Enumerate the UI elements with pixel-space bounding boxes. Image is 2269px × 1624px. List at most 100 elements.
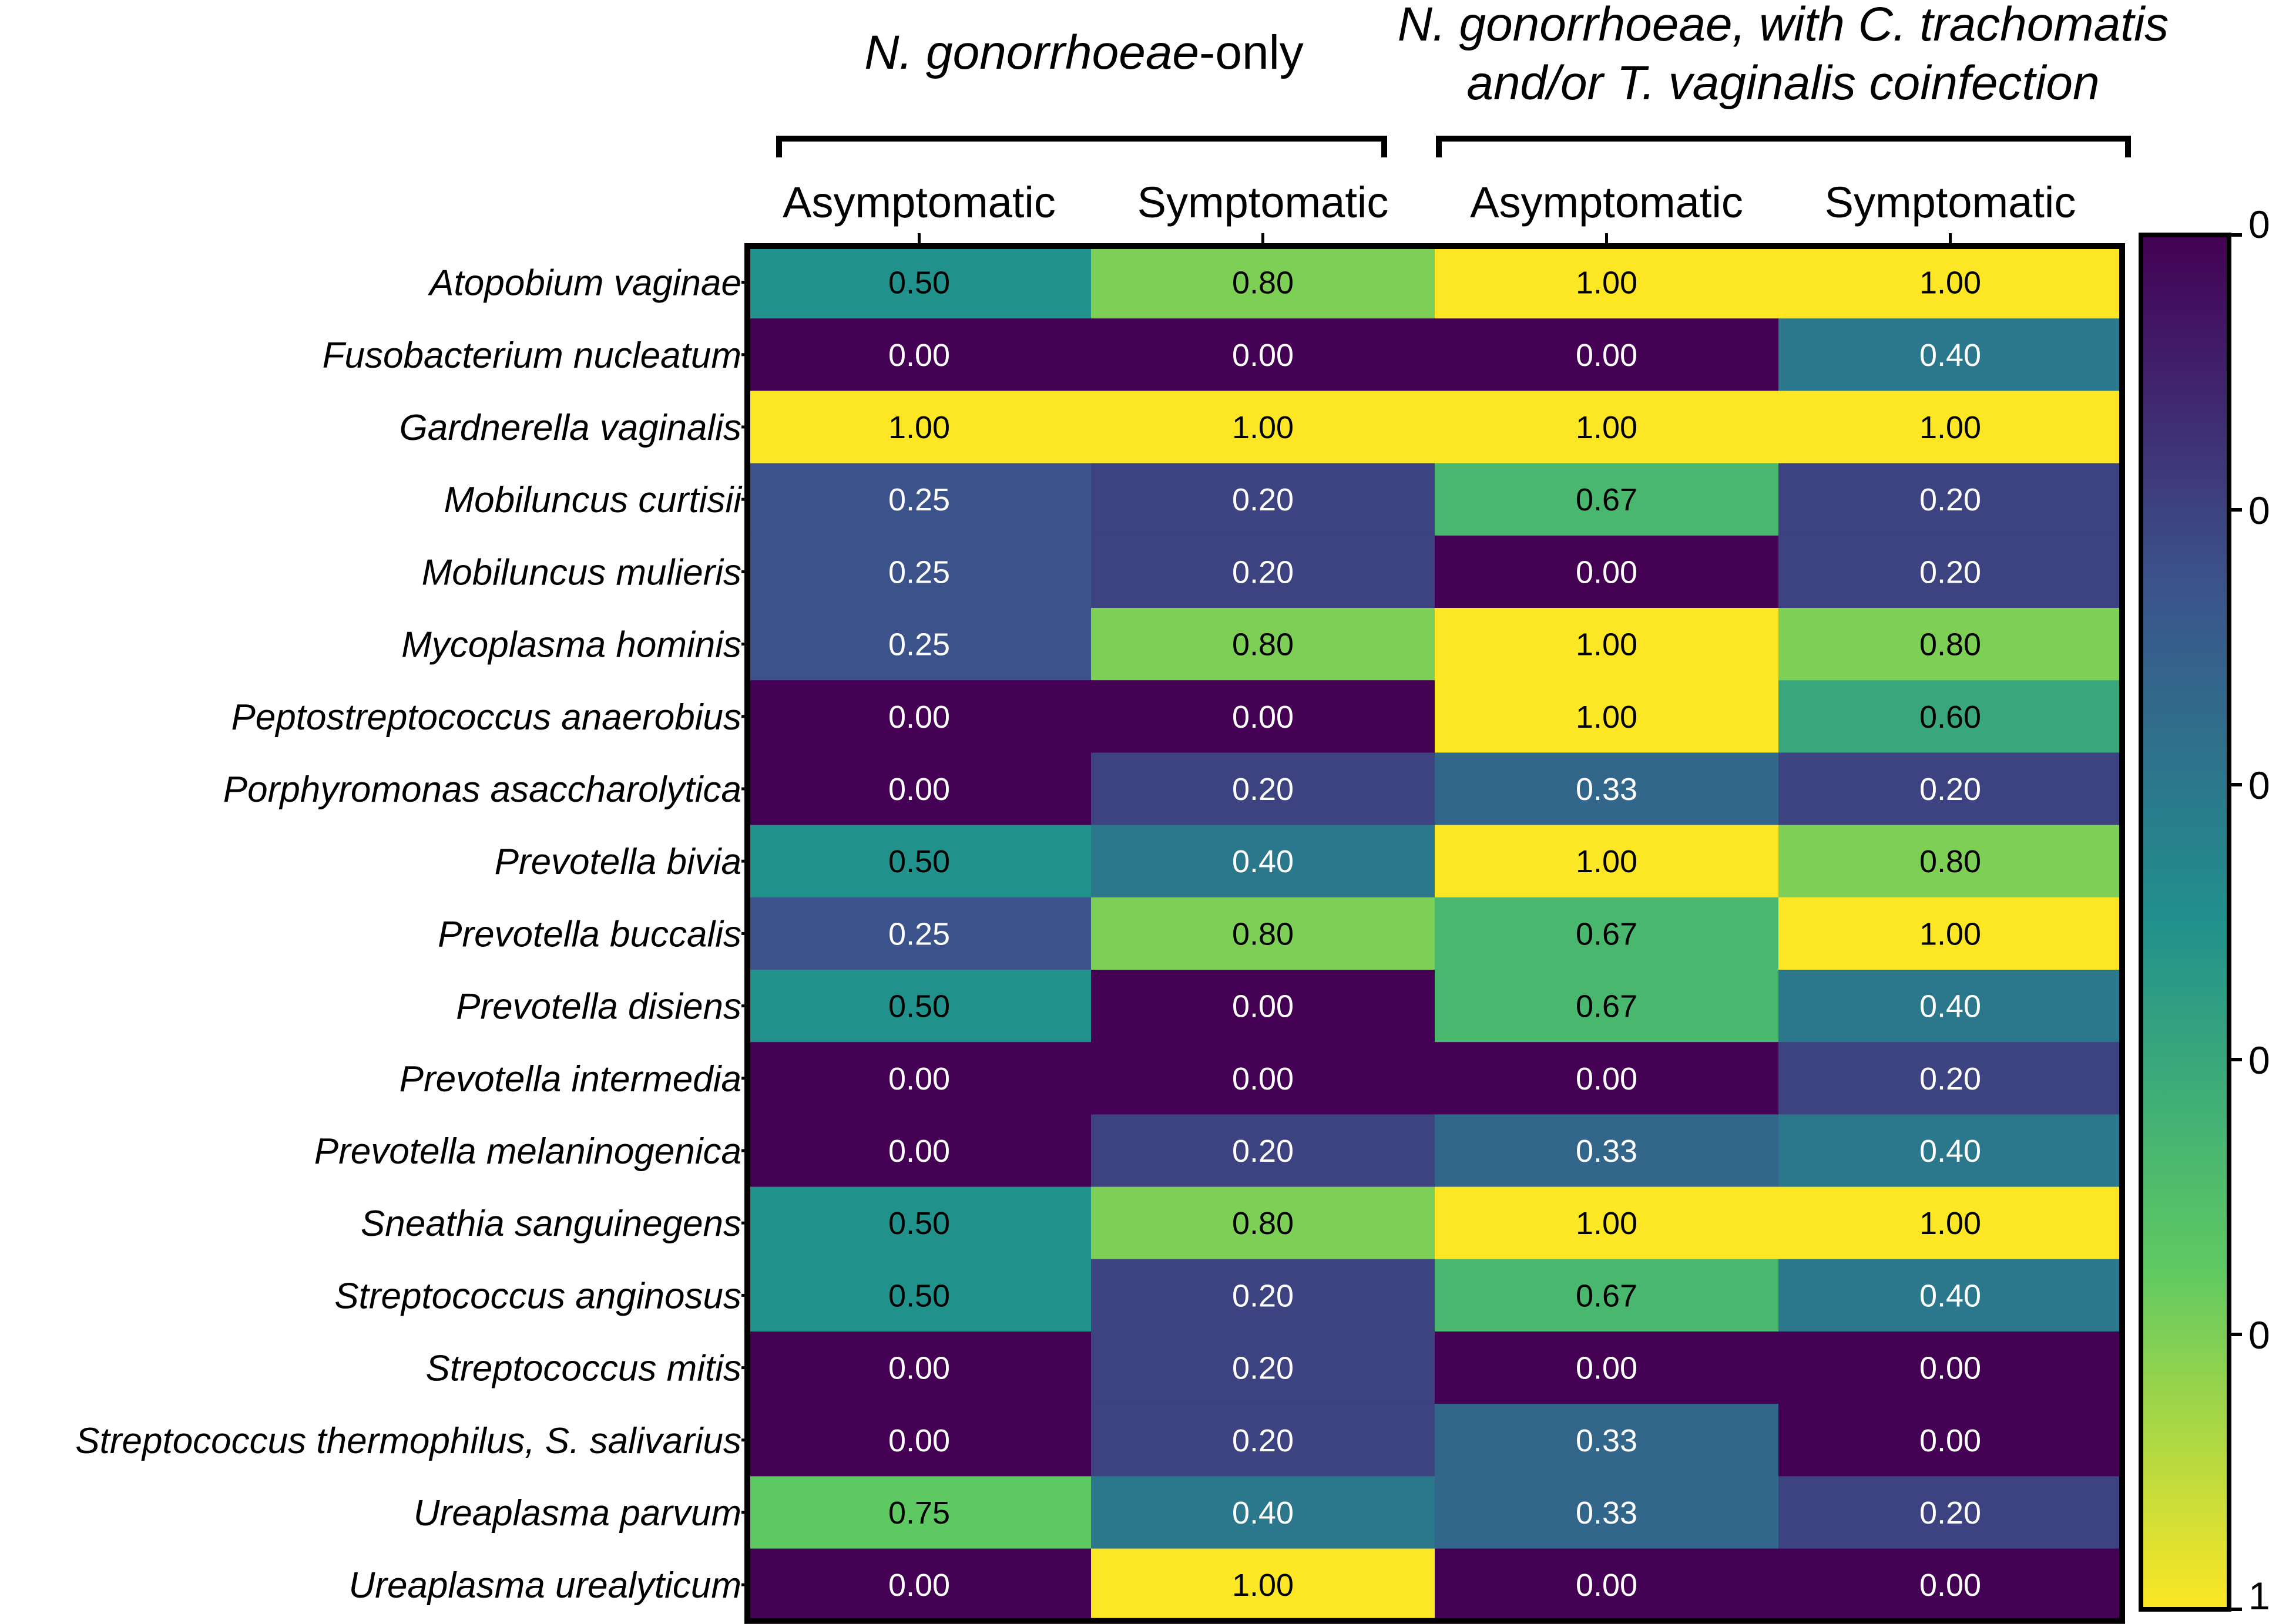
row-label: Sneathia sanguinegens	[361, 1203, 741, 1244]
heatmap-cell	[1778, 1042, 2123, 1115]
heatmap-cell	[1778, 391, 2123, 464]
group-bracket-coinfection	[1436, 136, 2131, 157]
cell-value-label: 1.00	[1232, 1568, 1294, 1603]
cell-value-label: 0.00	[1576, 1061, 1637, 1097]
cell-value-label: 0.00	[888, 1351, 950, 1386]
heatmap-cell	[747, 970, 1092, 1043]
heatmap-cell	[1778, 1259, 2123, 1332]
cell-value-label: 0.50	[888, 1206, 950, 1241]
heatmap-cell	[1778, 1114, 2123, 1188]
column-label: Symptomatic	[1137, 178, 1389, 227]
cell-value-label: 0.20	[1919, 1495, 1981, 1531]
cell-value-label: 0.80	[1232, 1206, 1294, 1241]
heatmap-cell	[1435, 1114, 1779, 1188]
heatmap-cell	[1778, 318, 2123, 391]
cell-value-label: 0.00	[1232, 338, 1294, 373]
heatmap-cell	[1778, 1476, 2123, 1549]
cell-value-label: 0.50	[888, 989, 950, 1024]
heatmap-cell	[1435, 318, 1779, 391]
heatmap-frame	[744, 243, 2125, 1624]
heatmap-cell	[747, 1476, 1092, 1549]
heatmap-cell	[1091, 1404, 1435, 1477]
heatmap-cell	[1435, 1259, 1779, 1332]
colorbar-tick-label: 0.8	[2248, 1313, 2269, 1357]
heatmap-cell	[747, 1042, 1092, 1115]
heatmap-cell	[747, 1259, 1092, 1332]
heatmap-cell	[1435, 1548, 1779, 1622]
row-label: Prevotella intermedia	[400, 1059, 741, 1100]
cell-value-label: 0.00	[888, 1568, 950, 1603]
cell-value-label: 0.00	[1232, 989, 1294, 1024]
cell-value-label: 0.25	[888, 627, 950, 663]
cell-value-label: 0.00	[1232, 700, 1294, 735]
row-label: Prevotella disiens	[456, 987, 741, 1027]
heatmap-cell	[1778, 463, 2123, 536]
colorbar-tick-label: 0.2	[2248, 489, 2269, 532]
cell-value-label: 0.33	[1576, 1423, 1637, 1458]
row-label: Prevotella buccalis	[438, 914, 741, 954]
cell-value-label: 0.60	[1919, 700, 1981, 735]
heatmap-cell	[747, 1332, 1092, 1404]
cell-value-label: 0.00	[1919, 1423, 1981, 1458]
heatmap-cell	[1091, 318, 1435, 391]
column-label: Symptomatic	[1825, 178, 2076, 227]
cell-value-label: 1.00	[1919, 916, 1981, 951]
heatmap-cell	[1778, 1186, 2123, 1260]
row-label: Mycoplasma hominis	[401, 625, 741, 665]
heatmap-cell	[1435, 970, 1779, 1043]
heatmap-cell	[1778, 897, 2123, 970]
cell-value-label: 0.33	[1576, 772, 1637, 807]
heatmap-cell	[1091, 463, 1435, 536]
cell-value-label: 0.20	[1232, 1351, 1294, 1386]
heatmap-cell	[1435, 680, 1779, 753]
colorbar-tick-label: 0.4	[2248, 764, 2269, 807]
cell-value-label: 0.67	[1576, 1278, 1637, 1313]
row-label: Mobiluncus mulieris	[422, 552, 741, 593]
group-title-coinfection-line1: N. gonorrhoeae, with C. trachomatis	[1397, 0, 2169, 51]
heatmap-cell	[747, 535, 1092, 608]
cell-value-label: 1.00	[1576, 844, 1637, 879]
cell-value-label: 0.20	[1919, 482, 1981, 517]
row-label: Peptostreptococcus anaerobius	[231, 697, 741, 738]
cell-value-label: 0.00	[1919, 1568, 1981, 1603]
cell-value-label: 1.00	[1576, 1206, 1637, 1241]
heatmap-cell	[1091, 897, 1435, 970]
row-label: Prevotella bivia	[495, 842, 741, 882]
cell-value-label: 1.00	[1576, 410, 1637, 445]
row-label: Streptococcus mitis	[425, 1349, 741, 1389]
row-label: Porphyromonas asaccharolytica	[223, 769, 741, 810]
cell-value-label: 0.25	[888, 482, 950, 517]
colorbar-tick-label: 0.6	[2248, 1038, 2269, 1082]
cell-value-label: 0.33	[1576, 1134, 1637, 1169]
cell-value-label: 0.80	[1232, 916, 1294, 951]
heatmap-cell	[1091, 1114, 1435, 1188]
cell-value-label: 0.50	[888, 265, 950, 301]
cell-value-label: 0.00	[888, 700, 950, 735]
cell-value-label: 0.00	[888, 338, 950, 373]
heatmap-cell	[747, 1548, 1092, 1622]
cell-value-label: 0.80	[1919, 627, 1981, 663]
row-label: Streptococcus anginosus	[334, 1276, 741, 1316]
heatmap-cell	[747, 318, 1092, 391]
cell-value-label: 1.00	[1919, 265, 1981, 301]
heatmap-cell	[1091, 1548, 1435, 1622]
cell-value-label: 0.67	[1576, 989, 1637, 1024]
cell-value-label: 1.00	[888, 410, 950, 445]
cell-value-label: 0.80	[1919, 844, 1981, 879]
heatmap-cell	[747, 246, 1092, 319]
heatmap-cell	[1778, 1404, 2123, 1477]
heatmap-cell	[1091, 1332, 1435, 1404]
row-label: Mobiluncus curtisii	[444, 480, 743, 520]
cell-value-label: 1.00	[1576, 700, 1637, 735]
cell-value-label: 0.00	[888, 1423, 950, 1458]
heatmap-cell	[1778, 970, 2123, 1043]
heatmap-cell	[1091, 608, 1435, 681]
heatmap-cell	[1778, 608, 2123, 681]
row-label: Ureaplasma urealyticum	[349, 1565, 741, 1606]
heatmap-cell	[1778, 1332, 2123, 1404]
heatmap-cell	[1435, 608, 1779, 681]
heatmap-cell	[1091, 1476, 1435, 1549]
heatmap-cell	[1091, 246, 1435, 319]
heatmap-cell	[1435, 1332, 1779, 1404]
